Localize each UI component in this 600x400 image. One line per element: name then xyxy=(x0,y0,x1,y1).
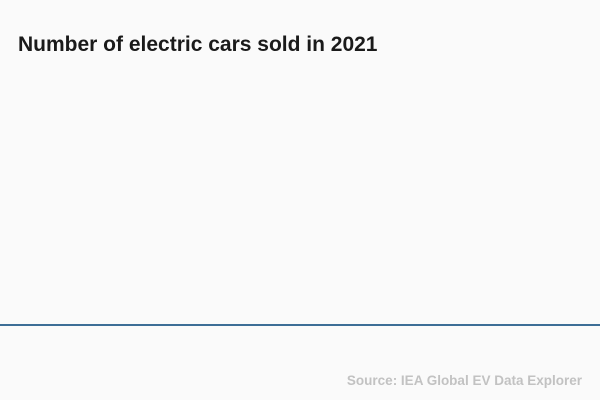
chart-title: Number of electric cars sold in 2021 xyxy=(18,33,378,56)
x-axis-line xyxy=(0,324,600,326)
plot-area xyxy=(0,70,600,324)
source-note: Source: IEA Global EV Data Explorer xyxy=(346,373,582,388)
